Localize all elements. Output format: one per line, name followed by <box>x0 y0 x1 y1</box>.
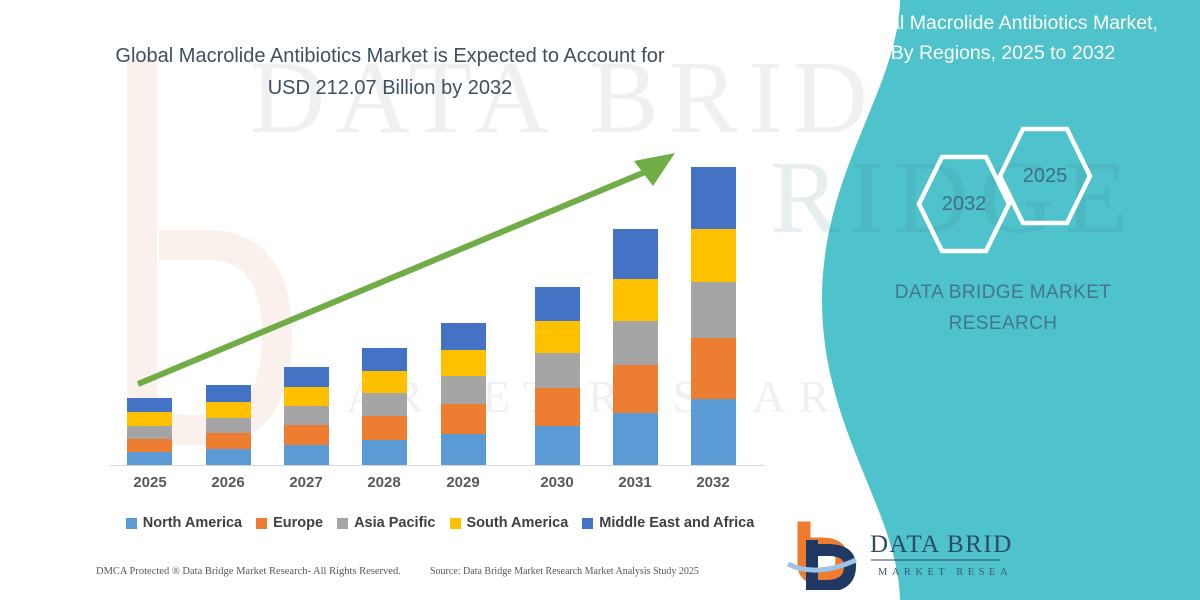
bar-2032-segment-middle-east-and-africa[interactable] <box>691 167 736 229</box>
bar-2028-segment-europe[interactable] <box>362 416 407 440</box>
panel-title-line-1: Global Macrolide Antibiotics Market, <box>848 12 1158 34</box>
bar-2025-segment-middle-east-and-africa[interactable] <box>127 398 172 412</box>
legend-label-europe: Europe <box>273 515 324 531</box>
panel-brand-line-1: DATA BRIDGE MARKET <box>894 282 1112 303</box>
bar-2027-segment-middle-east-and-africa[interactable] <box>284 367 329 387</box>
legend-swatch-north-america <box>125 517 137 529</box>
bar-2026[interactable] <box>206 385 251 465</box>
bar-2032-segment-north-america[interactable] <box>691 399 736 465</box>
bar-2030-segment-middle-east-and-africa[interactable] <box>535 287 580 321</box>
hexagon-badge-2032: 2032 <box>916 152 1012 256</box>
bar-2027-segment-europe[interactable] <box>284 425 329 445</box>
bar-2028[interactable] <box>362 348 407 465</box>
bar-2025-segment-south-america[interactable] <box>127 412 172 426</box>
legend-label-asia-pacific: Asia Pacific <box>354 515 436 531</box>
panel-brand-name: DATA BRIDGE MARKET RESEARCH <box>810 277 1196 339</box>
legend-label-middle-east-and-africa: Middle East and Africa <box>599 515 755 531</box>
bar-2029-segment-asia-pacific[interactable] <box>441 376 486 404</box>
bar-2030-segment-north-america[interactable] <box>535 426 580 465</box>
bar-2025-segment-asia-pacific[interactable] <box>127 426 172 439</box>
data-bridge-logo: DATA BRIDGE MARKET RESEARCH <box>782 520 1012 590</box>
bar-2027-segment-asia-pacific[interactable] <box>284 406 329 425</box>
bar-2031[interactable] <box>613 229 658 465</box>
x-tick-2032: 2032 <box>696 474 730 491</box>
x-axis-line <box>110 465 765 466</box>
legend-item-asia-pacific[interactable]: Asia Pacific <box>337 515 436 531</box>
bar-2031-segment-north-america[interactable] <box>613 413 658 465</box>
footer-source: Source: Data Bridge Market Research Mark… <box>430 566 699 577</box>
x-tick-2027: 2027 <box>289 474 323 491</box>
chart-title-line-1: Global Macrolide Antibiotics Market is E… <box>115 45 665 67</box>
bar-2028-segment-south-america[interactable] <box>362 371 407 393</box>
bar-2032-segment-europe[interactable] <box>691 338 736 399</box>
bar-2025[interactable] <box>127 398 172 465</box>
logo-name-line-2: MARKET RESEARCH <box>878 567 1012 578</box>
hexagon-badge-2025: 2025 <box>997 124 1093 228</box>
chart-legend: North America Europe Asia Pacific South … <box>110 512 770 534</box>
bar-2031-segment-middle-east-and-africa[interactable] <box>613 229 658 279</box>
legend-item-north-america[interactable]: North America <box>125 515 243 531</box>
bar-2030-segment-south-america[interactable] <box>535 321 580 353</box>
bar-2028-segment-middle-east-and-africa[interactable] <box>362 348 407 371</box>
bar-2031-segment-asia-pacific[interactable] <box>613 321 658 365</box>
bar-2026-segment-europe[interactable] <box>206 433 251 449</box>
bar-2032-segment-south-america[interactable] <box>691 229 736 282</box>
x-tick-2026: 2026 <box>211 474 245 491</box>
bar-2031-segment-europe[interactable] <box>613 365 658 413</box>
x-tick-2025: 2025 <box>133 474 167 491</box>
bar-2028-segment-north-america[interactable] <box>362 440 407 465</box>
bar-2026-segment-asia-pacific[interactable] <box>206 418 251 433</box>
panel-title-line-2: By Regions, 2025 to 2032 <box>890 42 1116 64</box>
panel-title: Global Macrolide Antibiotics Market, By … <box>810 8 1196 68</box>
x-tick-2029: 2029 <box>446 474 480 491</box>
bar-2025-segment-europe[interactable] <box>127 439 172 452</box>
bar-2027-segment-south-america[interactable] <box>284 387 329 406</box>
bar-2030-segment-asia-pacific[interactable] <box>535 353 580 388</box>
chart-title-line-2: USD 212.07 Billion by 2032 <box>267 77 513 99</box>
bar-2030[interactable] <box>535 287 580 465</box>
bar-2032[interactable] <box>691 167 736 465</box>
legend-item-middle-east-and-africa[interactable]: Middle East and Africa <box>582 515 754 531</box>
chart-area: Global Macrolide Antibiotics Market is E… <box>0 40 800 592</box>
footer-copyright: DMCA Protected ® Data Bridge Market Rese… <box>96 566 401 577</box>
hexagon-badge-2025-label: 2025 <box>1022 164 1068 187</box>
stacked-bar-plot <box>110 140 770 466</box>
bar-2026-segment-middle-east-and-africa[interactable] <box>206 385 251 402</box>
bar-2026-segment-south-america[interactable] <box>206 402 251 418</box>
bar-2027[interactable] <box>284 367 329 465</box>
hexagon-badge-2032-label: 2032 <box>941 192 987 215</box>
legend-item-south-america[interactable]: South America <box>449 515 569 531</box>
bar-2029-segment-europe[interactable] <box>441 404 486 434</box>
bar-2030-segment-europe[interactable] <box>535 388 580 426</box>
bar-2027-segment-north-america[interactable] <box>284 445 329 465</box>
legend-swatch-middle-east-and-africa <box>582 517 594 529</box>
x-axis-tick-labels: 2025 2026 2027 2028 2029 2030 2031 2032 <box>110 474 770 498</box>
bar-2031-segment-south-america[interactable] <box>613 279 658 321</box>
bar-2028-segment-asia-pacific[interactable] <box>362 393 407 416</box>
legend-item-europe[interactable]: Europe <box>256 515 323 531</box>
legend-swatch-south-america <box>449 517 461 529</box>
bar-2029-segment-north-america[interactable] <box>441 434 486 465</box>
bar-2029[interactable] <box>441 323 486 465</box>
right-brand-panel: RIDGE Global Macrolide Antibiotics Marke… <box>770 0 1200 600</box>
chart-title: Global Macrolide Antibiotics Market is E… <box>70 40 710 104</box>
footer: DMCA Protected ® Data Bridge Market Rese… <box>0 566 800 592</box>
bar-2029-segment-middle-east-and-africa[interactable] <box>441 323 486 350</box>
logo-name-line-1: DATA BRIDGE <box>870 531 1012 558</box>
legend-swatch-europe <box>256 517 268 529</box>
panel-brand-line-2: RESEARCH <box>948 313 1058 334</box>
x-tick-2030: 2030 <box>540 474 574 491</box>
legend-swatch-asia-pacific <box>337 517 349 529</box>
bar-2025-segment-north-america[interactable] <box>127 452 172 465</box>
x-tick-2028: 2028 <box>367 474 401 491</box>
bar-2029-segment-south-america[interactable] <box>441 350 486 376</box>
bar-2026-segment-north-america[interactable] <box>206 449 251 465</box>
legend-label-north-america: North America <box>142 515 243 531</box>
legend-label-south-america: South America <box>466 515 569 531</box>
bar-2032-segment-asia-pacific[interactable] <box>691 282 736 338</box>
x-tick-2031: 2031 <box>618 474 652 491</box>
